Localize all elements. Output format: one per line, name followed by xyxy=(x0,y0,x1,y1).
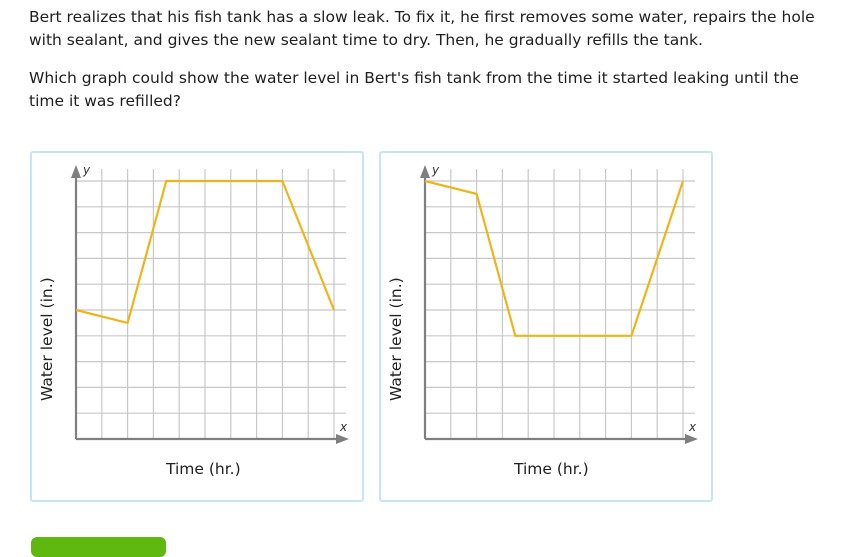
question-prompt: Bert realizes that his fish tank has a s… xyxy=(29,6,819,128)
submit-button[interactable] xyxy=(31,537,166,557)
y-axis-label: Water level (in.) xyxy=(387,277,405,401)
line-chart: yx xyxy=(420,163,698,444)
line-chart: yx xyxy=(71,163,349,444)
svg-text:y: y xyxy=(431,163,440,177)
svg-text:x: x xyxy=(339,420,348,434)
x-axis-label: Time (hr.) xyxy=(166,460,241,478)
x-axis-label: Time (hr.) xyxy=(514,460,589,478)
svg-text:x: x xyxy=(688,420,697,434)
svg-text:y: y xyxy=(82,163,91,177)
question-paragraph-2: Which graph could show the water level i… xyxy=(29,69,799,110)
y-axis-label: Water level (in.) xyxy=(38,277,56,401)
question-paragraph-1: Bert realizes that his fish tank has a s… xyxy=(29,8,815,49)
